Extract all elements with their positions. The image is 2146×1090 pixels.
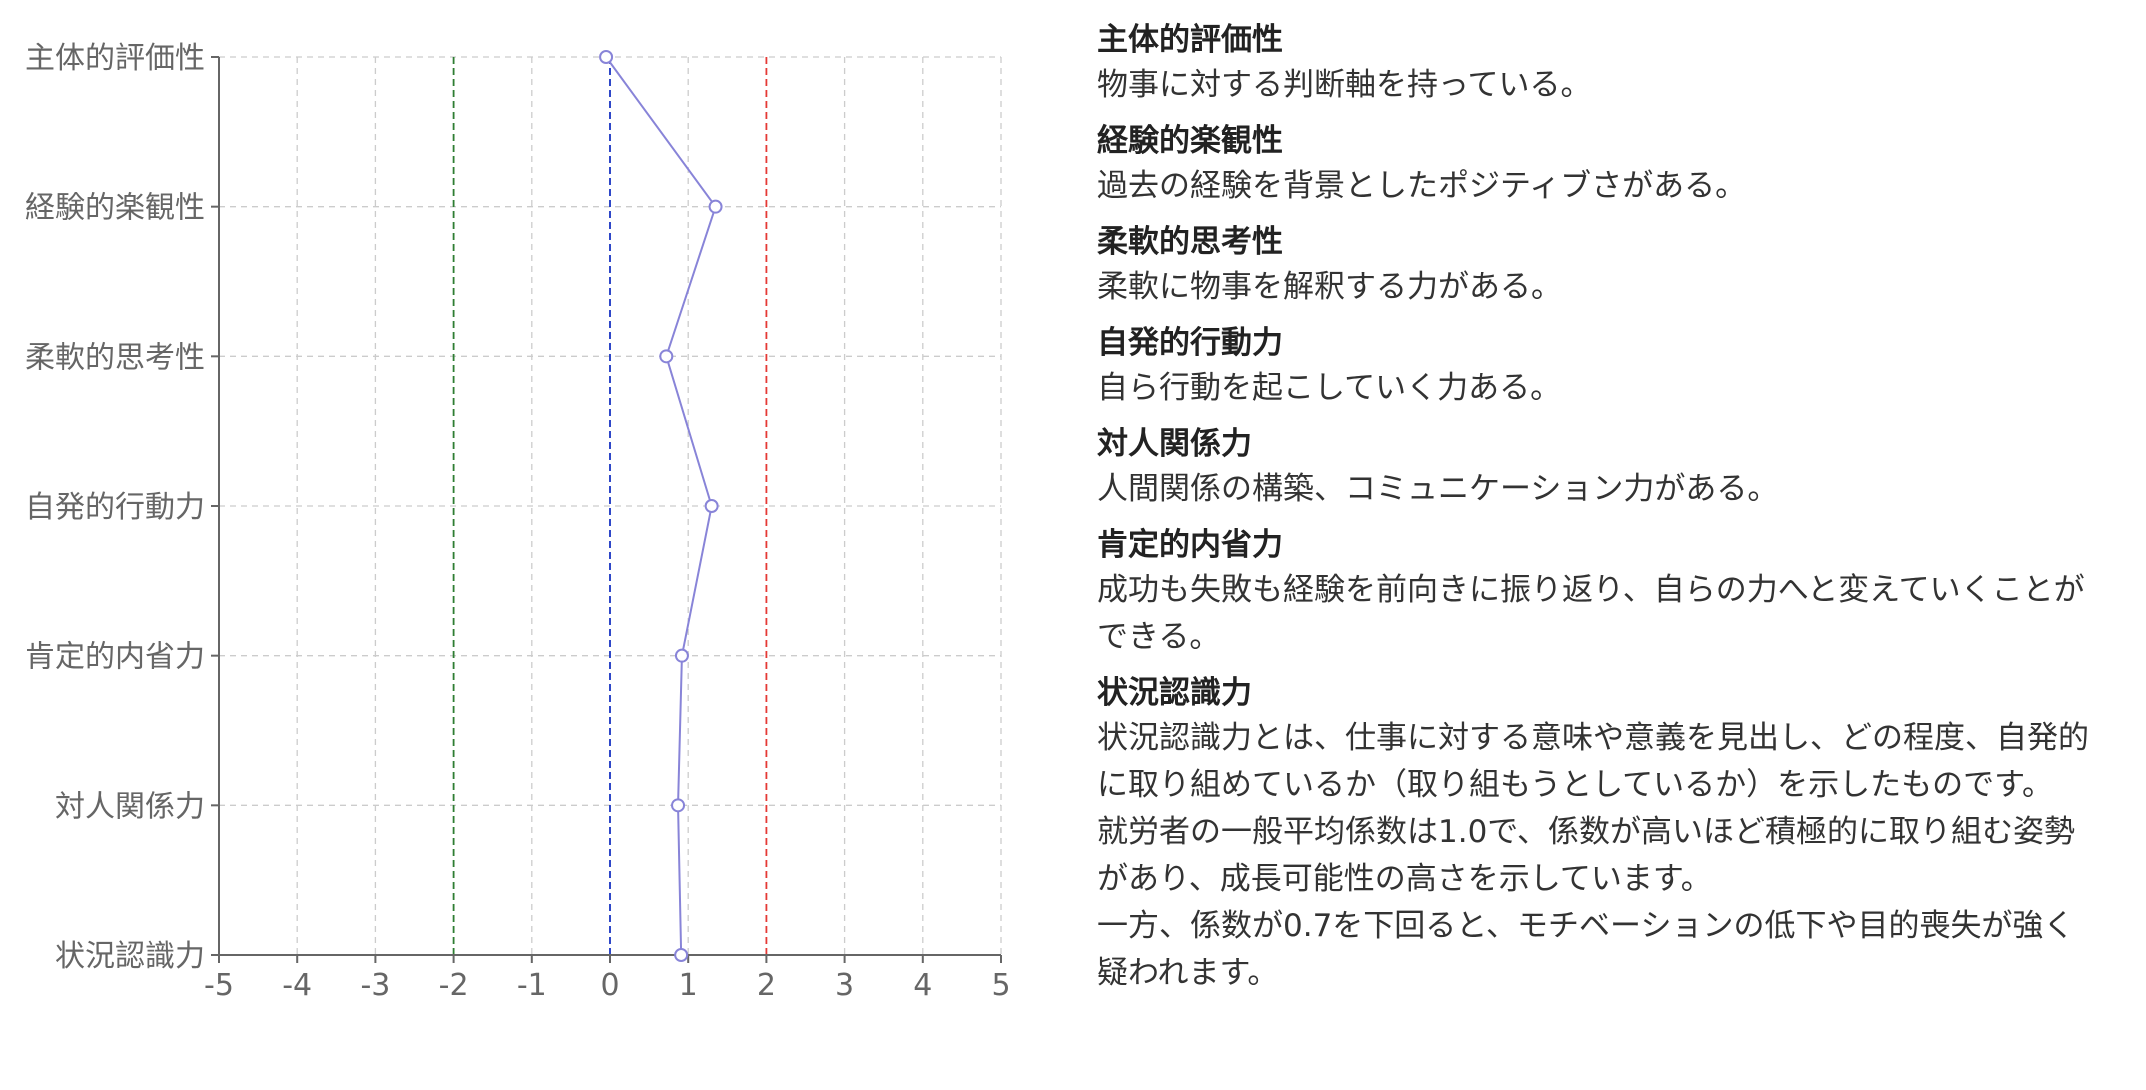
x-tick-label: 3 [835, 968, 854, 1003]
data-point[interactable] [659, 349, 674, 364]
description-panel: 主体的評価性 物事に対する判断軸を持っている。 経験的楽観性 過去の経験を背景と… [1097, 18, 2137, 1007]
data-point[interactable] [674, 948, 689, 962]
description-title: 経験的楽観性 [1097, 123, 1283, 159]
line-chart: -5 -4 -3 -2 -1 0 1 2 3 4 5 主体的評価性経験的楽観性柔軟的思考性自発的行動力… [25, 41, 1011, 1003]
y-tick-label: 肯定的内省力 [25, 640, 205, 675]
x-tick-label: 4 [913, 968, 932, 1003]
x-tick-label: 0 [600, 968, 619, 1003]
description-text: 成功も失敗も経験を前向きに振り返り、自らの力へと変えていくことが できる。 [1097, 567, 2137, 661]
x-tick-label: -1 [517, 968, 547, 1003]
y-tick-label: 主体的評価性 [25, 41, 205, 76]
description-title: 主体的評価性 [1097, 22, 1283, 58]
data-point[interactable] [599, 50, 614, 64]
description-line: 就労者の一般平均係数は1.0で、係数が高いほど積極的に取り組む姿勢 [1097, 814, 2076, 850]
description-line: できる。 [1097, 619, 1221, 655]
description-line: 状況認識力とは、仕事に対する意味や意義を見出し、どの程度、自発的 [1097, 720, 2089, 756]
description-line: に取り組めているか（取り組もうとしているか）を示したものです。 [1097, 767, 2054, 803]
data-point[interactable] [704, 499, 719, 513]
description-line: 人間関係の構築、コミュニケーション力がある。 [1097, 471, 1779, 507]
description-line: 自ら行動を起こしていく力ある。 [1097, 370, 1562, 406]
reference-lines [452, 57, 768, 955]
x-tick-label: -4 [282, 968, 312, 1003]
axes: -5 -4 -3 -2 -1 0 1 2 3 4 5 主体的評価性経験的楽観性柔軟的思考性自発的行動力… [25, 41, 1011, 1003]
description-text: 柔軟に物事を解釈する力がある。 [1097, 264, 2137, 311]
y-tick-label: 対人関係力 [55, 789, 205, 824]
y-tick-label: 経験的楽観性 [25, 191, 205, 226]
x-tick-label: -2 [439, 968, 469, 1003]
x-tick-label: 2 [757, 968, 776, 1003]
data-point[interactable] [708, 199, 723, 214]
description-line: 物事に対する判断軸を持っている。 [1097, 67, 1592, 103]
description-line: 疑われます。 [1097, 955, 1279, 991]
description-item: 肯定的内省力 成功も失敗も経験を前向きに振り返り、自らの力へと変えていくことが … [1097, 523, 2137, 661]
y-tick-label: 自発的行動力 [25, 490, 205, 525]
data-point[interactable] [671, 798, 686, 813]
data-point[interactable] [674, 648, 689, 663]
description-title: 自発的行動力 [1097, 325, 1283, 361]
description-line: があり、成長可能性の高さを示しています。 [1097, 861, 1712, 897]
description-text: 物事に対する判断軸を持っている。 [1097, 62, 2137, 109]
description-text: 過去の経験を背景としたポジティブさがある。 [1097, 163, 2137, 210]
x-tick-label: 1 [679, 968, 698, 1003]
description-line: 過去の経験を背景としたポジティブさがある。 [1097, 168, 1747, 204]
description-line: 柔軟に物事を解釈する力がある。 [1097, 269, 1562, 305]
description-line: 一方、係数が0.7を下回ると、モチベーションの低下や目的喪失が強く [1097, 908, 2075, 944]
description-text: 自ら行動を起こしていく力ある。 [1097, 365, 2137, 412]
description-title: 柔軟的思考性 [1097, 224, 1283, 260]
description-title: 状況認識力 [1097, 675, 1252, 711]
description-text: 状況認識力とは、仕事に対する意味や意義を見出し、どの程度、自発的 に取り組めてい… [1097, 715, 2137, 997]
description-item: 対人関係力 人間関係の構築、コミュニケーション力がある。 [1097, 422, 2137, 513]
x-tick-label: 5 [991, 968, 1010, 1003]
description-line: 成功も失敗も経験を前向きに振り返り、自らの力へと変えていくことが [1097, 572, 2085, 608]
description-item: 状況認識力 状況認識力とは、仕事に対する意味や意義を見出し、どの程度、自発的 に… [1097, 671, 2137, 997]
description-item: 柔軟的思考性 柔軟に物事を解釈する力がある。 [1097, 220, 2137, 311]
description-title: 肯定的内省力 [1097, 527, 1283, 563]
y-tick-label: 状況認識力 [55, 939, 205, 974]
description-item: 主体的評価性 物事に対する判断軸を持っている。 [1097, 18, 2137, 109]
y-tick-label: 柔軟的思考性 [25, 340, 205, 375]
description-title: 対人関係力 [1097, 426, 1252, 462]
description-item: 経験的楽観性 過去の経験を背景としたポジティブさがある。 [1097, 119, 2137, 210]
x-tick-label: -5 [204, 968, 234, 1003]
description-text: 人間関係の構築、コミュニケーション力がある。 [1097, 466, 2137, 513]
x-tick-label: -3 [360, 968, 390, 1003]
description-item: 自発的行動力 自ら行動を起こしていく力ある。 [1097, 321, 2137, 412]
data-series [599, 50, 723, 962]
